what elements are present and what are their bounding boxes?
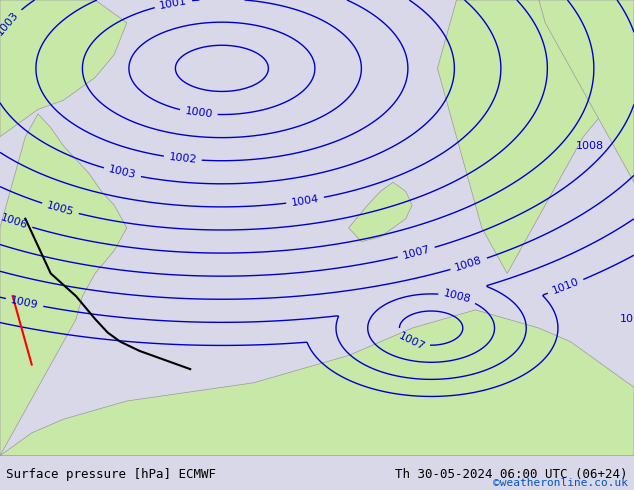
Text: 1007: 1007	[401, 244, 431, 261]
Text: 1005: 1005	[46, 200, 75, 217]
Text: 1007: 1007	[397, 331, 426, 352]
Text: 1004: 1004	[290, 194, 320, 208]
Text: Surface pressure [hPa] ECMWF: Surface pressure [hPa] ECMWF	[6, 467, 216, 481]
Text: 1002: 1002	[168, 152, 197, 165]
Text: 1008: 1008	[443, 289, 472, 305]
Text: 1001: 1001	[158, 0, 188, 11]
Polygon shape	[437, 0, 634, 273]
Text: 1008: 1008	[576, 141, 604, 151]
Text: 1010: 1010	[551, 277, 581, 296]
Text: 1000: 1000	[184, 106, 213, 120]
Text: 1006: 1006	[0, 212, 29, 231]
Text: 1003: 1003	[108, 165, 137, 181]
Text: ©weatheronline.co.uk: ©weatheronline.co.uk	[493, 478, 628, 488]
Polygon shape	[539, 0, 634, 182]
Polygon shape	[0, 310, 634, 456]
Text: 10: 10	[620, 314, 634, 324]
Text: 1008: 1008	[454, 255, 484, 273]
Text: Th 30-05-2024 06:00 UTC (06+24): Th 30-05-2024 06:00 UTC (06+24)	[395, 467, 628, 481]
Polygon shape	[0, 0, 127, 137]
Polygon shape	[349, 182, 412, 242]
Text: 1009: 1009	[10, 295, 39, 310]
Text: 1003: 1003	[0, 9, 21, 37]
Polygon shape	[0, 114, 127, 456]
